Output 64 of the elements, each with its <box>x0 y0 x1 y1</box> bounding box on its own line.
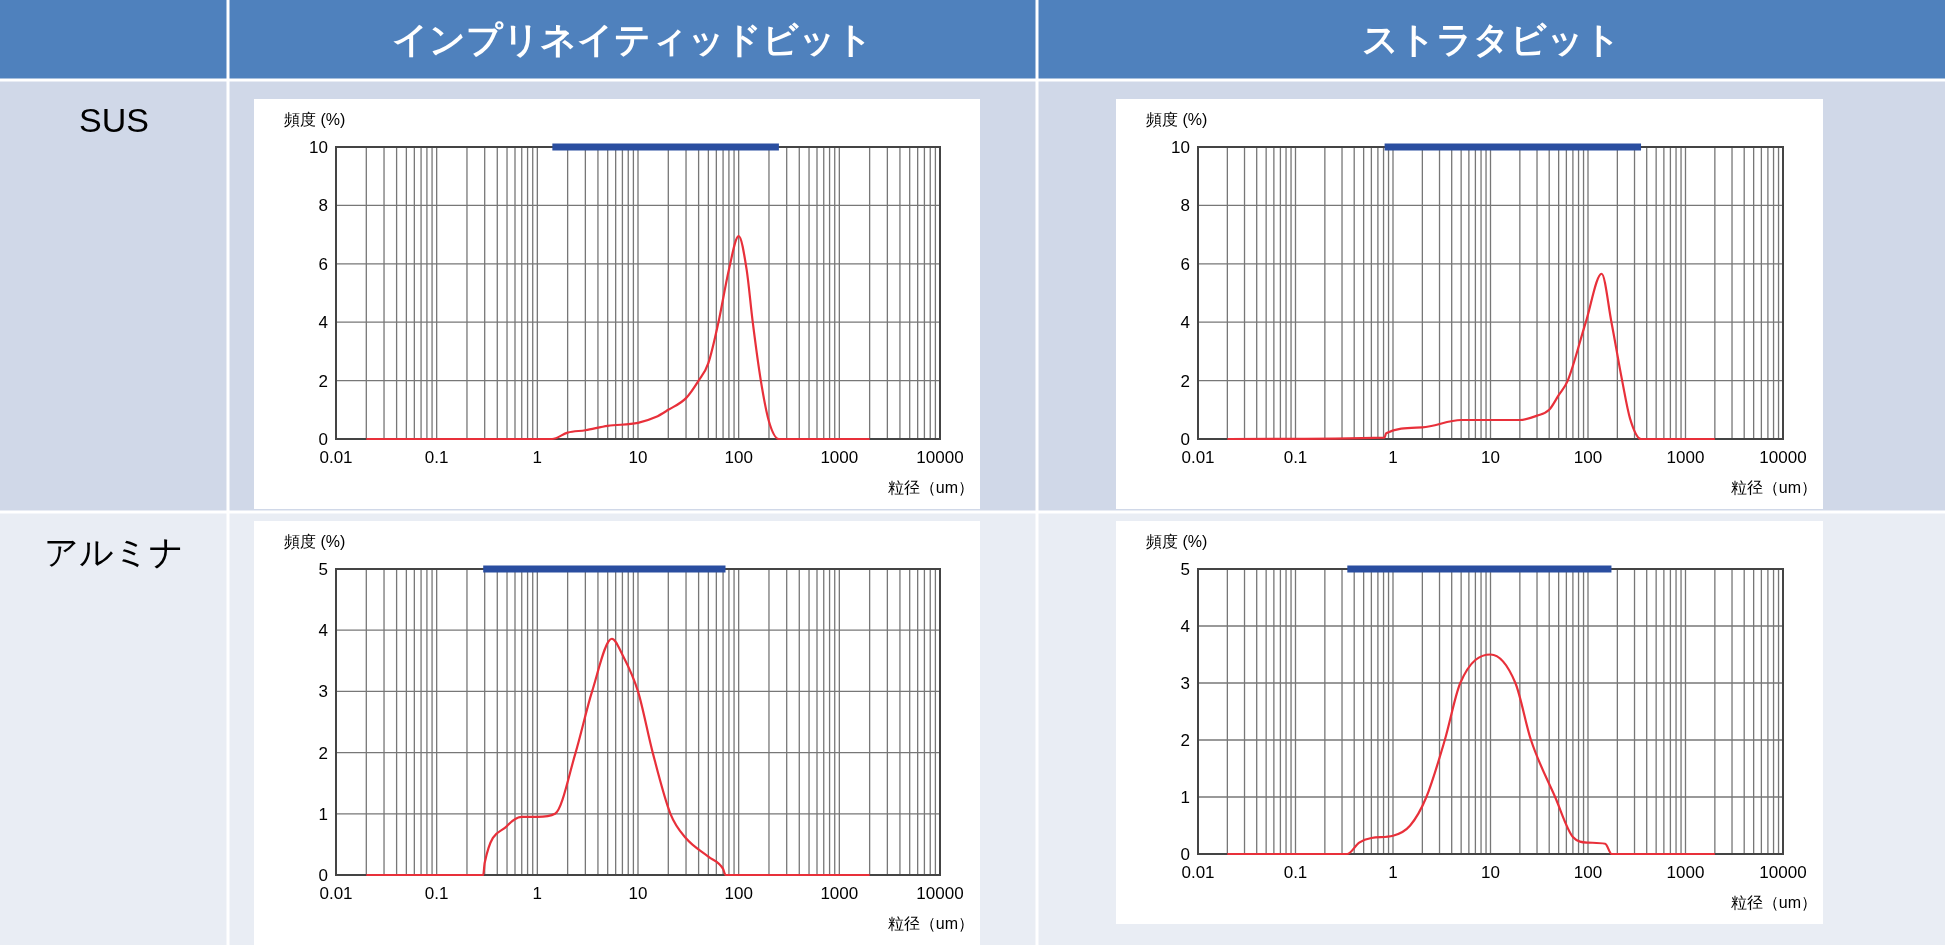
x-tick-label: 1000 <box>1666 863 1705 882</box>
x-axis-title: 粒径（um） <box>887 479 974 496</box>
y-tick-label: 0 <box>1180 845 1190 864</box>
y-tick-label: 4 <box>1180 313 1190 333</box>
y-tick-label: 2 <box>1180 371 1190 391</box>
y-tick-label: 1 <box>318 804 328 824</box>
y-tick-label: 5 <box>1180 560 1190 579</box>
y-tick-label: 1 <box>1180 788 1190 807</box>
y-tick-label: 10 <box>1171 138 1190 157</box>
y-tick-label: 2 <box>1180 731 1190 750</box>
y-tick-label: 2 <box>318 743 328 763</box>
y-tick-label: 0 <box>318 866 328 885</box>
y-tick-label: 4 <box>1180 617 1190 636</box>
y-tick-label: 6 <box>1180 254 1190 274</box>
x-tick-label: 0.01 <box>1181 448 1215 467</box>
x-tick-label: 10000 <box>1759 448 1807 467</box>
x-tick-label: 100 <box>724 884 753 903</box>
x-axis-title: 粒径（um） <box>1730 894 1817 911</box>
x-tick-label: 1 <box>1388 448 1398 467</box>
x-tick-label: 10 <box>1481 863 1500 882</box>
x-tick-label: 100 <box>724 448 753 467</box>
x-tick-label: 10000 <box>916 884 964 903</box>
x-tick-label: 0.01 <box>1181 863 1215 882</box>
y-tick-label: 3 <box>1180 674 1190 693</box>
y-tick-label: 10 <box>309 138 328 157</box>
x-tick-label: 10000 <box>1759 863 1807 882</box>
x-tick-label: 100 <box>1573 863 1603 882</box>
x-tick-label: 100 <box>1573 448 1603 467</box>
y-tick-label: 6 <box>318 254 328 274</box>
chart-title: ストラタビット <box>1361 19 1621 60</box>
x-tick-label: 1 <box>532 448 543 467</box>
x-tick-label: 0.01 <box>319 448 353 467</box>
y-tick-label: 0 <box>318 430 328 449</box>
y-tick-label: 2 <box>318 371 328 391</box>
y-tick-label: 0 <box>1180 430 1190 449</box>
x-tick-label: 0.1 <box>424 448 449 467</box>
x-tick-label: 10000 <box>916 448 964 467</box>
x-tick-label: 0.01 <box>319 884 353 903</box>
x-tick-label: 1 <box>1388 863 1398 882</box>
x-tick-label: 0.1 <box>424 884 449 903</box>
y-axis-title: 頻度 (%) <box>284 111 346 128</box>
y-axis-title: 頻度 (%) <box>284 533 346 550</box>
y-axis-title: 頻度 (%) <box>1146 111 1208 128</box>
x-tick-label: 1000 <box>1666 448 1705 467</box>
chart-subtitle: アルミナ <box>44 533 184 571</box>
x-tick-label: 1000 <box>820 448 859 467</box>
x-axis-title: 粒径（um） <box>887 915 974 932</box>
x-tick-label: 1000 <box>820 884 859 903</box>
x-axis-title: 粒径（um） <box>1730 479 1817 496</box>
x-tick-label: 10 <box>628 884 648 903</box>
chart-title: インプリネイティッドビット <box>392 19 873 60</box>
x-tick-label: 0.1 <box>1283 863 1308 882</box>
y-tick-label: 4 <box>318 621 328 641</box>
x-tick-label: 10 <box>1481 448 1500 467</box>
y-tick-label: 5 <box>318 560 328 579</box>
y-tick-label: 3 <box>318 682 328 702</box>
y-tick-label: 8 <box>1180 196 1190 216</box>
y-tick-label: 8 <box>318 196 328 216</box>
x-tick-label: 1 <box>532 884 543 903</box>
x-tick-label: 0.1 <box>1283 448 1308 467</box>
y-tick-label: 4 <box>318 313 328 333</box>
chart-subtitle: SUS <box>79 101 149 139</box>
y-axis-title: 頻度 (%) <box>1146 533 1208 550</box>
x-tick-label: 10 <box>628 448 648 467</box>
